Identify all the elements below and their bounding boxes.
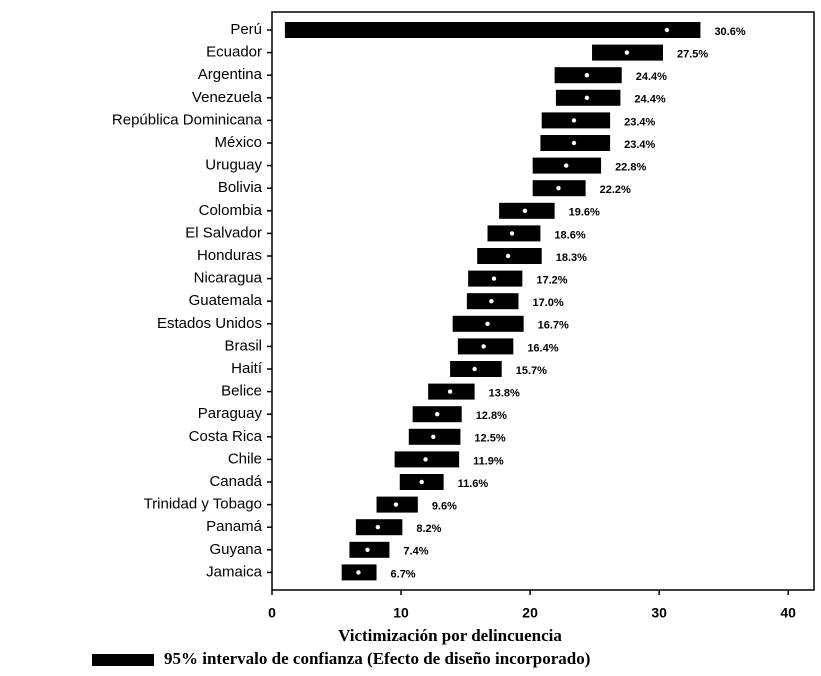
point [393, 502, 399, 507]
legend-swatch [92, 654, 154, 666]
y-tick-label: Chile [228, 450, 262, 467]
point [419, 479, 424, 485]
value-label: 12.5% [474, 433, 505, 445]
point [509, 231, 515, 236]
y-tick-label: Estados Unidos [157, 315, 262, 332]
point [489, 299, 494, 304]
y-tick-label: Ecuador [206, 44, 262, 61]
point [434, 412, 440, 417]
y-tick-label: Haití [231, 360, 263, 377]
point [375, 525, 381, 530]
x-tick-label: 30 [651, 605, 667, 621]
y-tick-label: Paraguay [198, 405, 263, 422]
point [485, 321, 490, 326]
point [564, 163, 569, 168]
value-label: 9.6% [432, 501, 457, 513]
value-label: 16.7% [538, 320, 569, 332]
point [584, 95, 590, 101]
value-label: 23.4% [624, 116, 655, 128]
point [584, 73, 590, 78]
y-tick-label: Belice [221, 383, 262, 400]
y-tick-label: Panamá [206, 518, 263, 535]
value-label: 15.7% [516, 365, 547, 377]
point [472, 366, 477, 372]
value-label: 24.4% [634, 94, 665, 106]
y-tick-label: Bolivia [218, 179, 263, 196]
y-tick-label: Guatemala [189, 292, 263, 309]
value-label: 17.0% [532, 297, 563, 309]
value-label: 18.6% [554, 229, 585, 241]
value-label: 27.5% [677, 49, 708, 61]
point [447, 389, 453, 394]
point [431, 434, 436, 439]
point [571, 118, 577, 123]
point [505, 253, 511, 259]
x-tick-label: 10 [393, 605, 409, 621]
value-label: 16.4% [527, 342, 558, 354]
point [522, 208, 528, 213]
point [481, 344, 486, 349]
y-tick-label: Canadá [209, 473, 262, 490]
value-label: 17.2% [536, 275, 567, 287]
point [491, 276, 497, 281]
y-tick-label: Uruguay [205, 157, 262, 174]
point [624, 50, 630, 55]
point [664, 27, 670, 33]
value-label: 7.4% [403, 546, 428, 558]
y-tick-label: Honduras [197, 247, 262, 264]
y-tick-label: Nicaragua [194, 270, 263, 287]
y-tick-label: República Dominicana [112, 111, 263, 128]
point [356, 570, 361, 575]
y-tick-label: Colombia [199, 202, 263, 219]
point [571, 140, 577, 146]
y-tick-label: Costa Rica [189, 428, 263, 445]
y-tick-label: Trinidad y Tobago [144, 496, 262, 513]
value-label: 23.4% [624, 139, 655, 151]
value-label: 13.8% [489, 388, 520, 400]
y-tick-label: Venezuela [192, 89, 263, 106]
value-label: 6.7% [391, 568, 416, 580]
y-tick-label: Argentina [198, 66, 263, 83]
ci-bar [284, 22, 701, 38]
x-tick-label: 40 [780, 605, 796, 621]
x-tick-label: 0 [268, 605, 276, 621]
value-label: 8.2% [416, 523, 441, 535]
value-label: 11.6% [458, 478, 489, 490]
value-label: 30.6% [714, 26, 745, 38]
point [365, 547, 370, 552]
x-axis-label: Victimización por delincuencia [338, 626, 562, 645]
value-label: 12.8% [476, 410, 507, 422]
value-label: 22.8% [615, 162, 646, 174]
point [556, 186, 561, 191]
y-tick-label: Jamaica [206, 563, 263, 580]
value-label: 19.6% [569, 207, 600, 219]
y-tick-label: Guyana [209, 541, 262, 558]
value-label: 11.9% [473, 455, 504, 467]
point [423, 457, 428, 462]
value-label: 18.3% [556, 252, 587, 264]
y-tick-label: Brasil [224, 337, 262, 354]
y-tick-label: El Salvador [185, 224, 262, 241]
legend-label: 95% intervalo de confianza (Efecto de di… [164, 649, 590, 668]
y-tick-label: Perú [230, 21, 262, 38]
y-tick-label: México [214, 134, 262, 151]
x-tick-label: 20 [522, 605, 538, 621]
value-label: 22.2% [600, 184, 631, 196]
value-label: 24.4% [636, 71, 667, 83]
